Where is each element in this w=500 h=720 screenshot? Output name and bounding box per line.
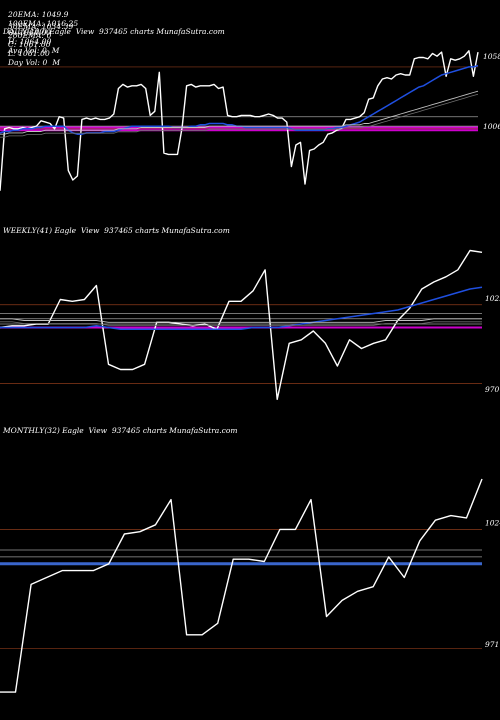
series-price-1 xyxy=(0,249,483,400)
right-label-2-0: 1024 xyxy=(485,519,500,528)
right-label-0-0: 1058 xyxy=(483,52,500,61)
series-price-0 xyxy=(0,50,479,191)
daily-chart-title: DAILY(100) Eagle View 937465 charts Muna… xyxy=(3,27,225,36)
indicator-row-2: 30EMA: 1034.39 200EMA: 0 C: 1061.00 L: 1… xyxy=(3,13,74,67)
ema200-readout: 200EMA: 0 xyxy=(7,31,52,40)
series-price-2 xyxy=(0,478,483,693)
right-label-1-1: 970 xyxy=(485,385,500,394)
series-ema-slow-shadow-1 xyxy=(0,321,482,326)
day-vol-readout: Day Vol: 0 M xyxy=(7,58,61,67)
ema20-readout: 20EMA: 1049.9 xyxy=(7,10,69,19)
series-ema_fast-1 xyxy=(0,286,483,331)
high-readout: H: 1064.00 xyxy=(7,37,52,46)
ema30-readout: 30EMA: 1034.39 xyxy=(7,22,74,31)
ema100-readout: 100EMA: 1016.25 xyxy=(7,19,79,28)
series-ema_slow-0 xyxy=(0,90,479,135)
right-label-2-1: 971 xyxy=(485,640,499,649)
weekly-chart-title: WEEKLY(41) Eagle View 937465 charts Muna… xyxy=(3,226,230,235)
low-readout: L: 1061.00 xyxy=(7,49,50,58)
close-readout: C: 1061.00 xyxy=(7,40,51,49)
indicator-row-1: 20EMA: 1049.9 100EMA: 1016.25 O: 1064.00… xyxy=(3,1,79,55)
monthly-chart-title: MONTHLY(32) Eagle View 937465 charts Mun… xyxy=(3,426,238,435)
series-ema-slow-shadow-0 xyxy=(0,93,479,138)
avg-vol-readout: Avg Vol: 0 M xyxy=(7,46,60,55)
right-label-0-1: 1006 xyxy=(483,122,500,131)
series-ema_fast-0 xyxy=(0,64,479,135)
open-readout: O: 1064.00 xyxy=(7,28,52,37)
right-label-1-0: 1022 xyxy=(485,294,500,303)
series-ema_slow-1 xyxy=(0,318,482,323)
